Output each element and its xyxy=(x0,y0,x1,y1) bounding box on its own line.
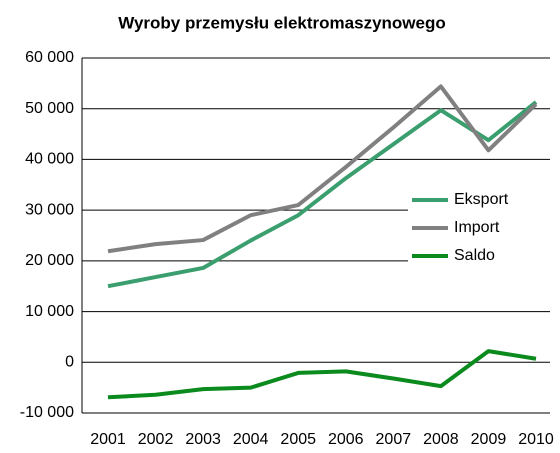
y-tick-label: 40 000 xyxy=(25,151,74,168)
x-tick-label: 2009 xyxy=(471,431,507,448)
x-tick-label: 2006 xyxy=(328,431,364,448)
x-tick-label: 2002 xyxy=(138,431,174,448)
series-line xyxy=(107,100,538,289)
legend-label: Eksport xyxy=(454,191,509,208)
y-tick-label: 10 000 xyxy=(25,303,74,320)
series-line xyxy=(107,349,537,400)
x-tick-label: 2001 xyxy=(90,431,126,448)
y-tick-label: -10 000 xyxy=(20,404,74,421)
x-tick-label: 2008 xyxy=(423,431,459,448)
x-tick-label: 2003 xyxy=(185,431,221,448)
y-tick-label: 50 000 xyxy=(25,100,74,117)
y-tick-label: 30 000 xyxy=(25,201,74,218)
legend-label: Saldo xyxy=(454,247,495,264)
chart-title: Wyroby przemysłu elektromaszynowego xyxy=(118,13,446,32)
x-tick-label: 2007 xyxy=(376,431,412,448)
series-line xyxy=(107,84,538,254)
x-tick-label: 2004 xyxy=(233,431,269,448)
x-tick-label: 2005 xyxy=(280,431,316,448)
x-tick-label: 2010 xyxy=(518,431,554,448)
legend-label: Import xyxy=(454,219,500,236)
y-tick-label: 60 000 xyxy=(25,49,74,66)
y-tick-label: 20 000 xyxy=(25,252,74,269)
y-tick-label: 0 xyxy=(65,354,74,371)
